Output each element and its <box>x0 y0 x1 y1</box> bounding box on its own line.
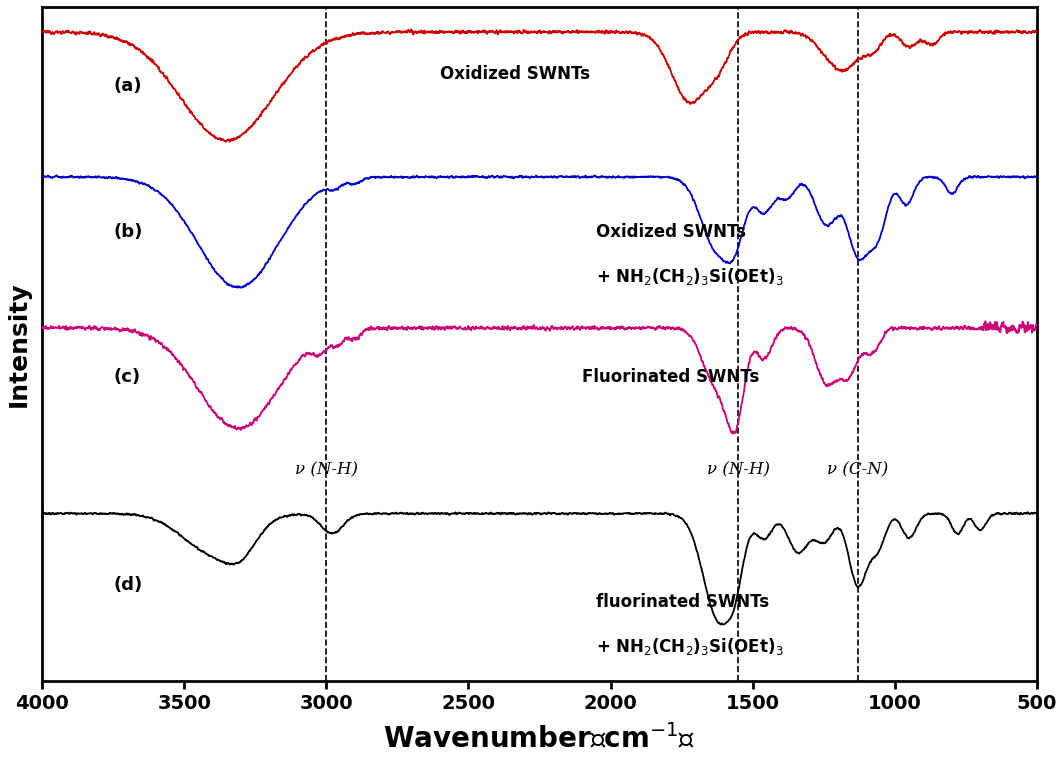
X-axis label: Wavenumber（cm$^{-1}$）: Wavenumber（cm$^{-1}$） <box>383 724 696 754</box>
Text: + NH$_2$(CH$_2$)$_3$Si(OEt)$_3$: + NH$_2$(CH$_2$)$_3$Si(OEt)$_3$ <box>596 266 784 287</box>
Text: ν (N-H): ν (N-H) <box>706 462 770 479</box>
Text: fluorinated SWNTs: fluorinated SWNTs <box>596 593 769 611</box>
Text: + NH$_2$(CH$_2$)$_3$Si(OEt)$_3$: + NH$_2$(CH$_2$)$_3$Si(OEt)$_3$ <box>596 636 784 658</box>
Text: Fluorinated SWNTs: Fluorinated SWNTs <box>582 368 760 387</box>
Text: Oxidized SWNTs: Oxidized SWNTs <box>440 65 589 83</box>
Y-axis label: Intensity: Intensity <box>7 281 31 406</box>
Text: (b): (b) <box>113 222 143 240</box>
Text: (c): (c) <box>113 368 140 387</box>
Text: ν (C-N): ν (C-N) <box>827 462 888 479</box>
Text: Oxidized SWNTs: Oxidized SWNTs <box>596 222 746 240</box>
Text: (a): (a) <box>113 77 142 94</box>
Text: ν (N-H): ν (N-H) <box>295 462 358 479</box>
Text: (d): (d) <box>113 576 143 594</box>
